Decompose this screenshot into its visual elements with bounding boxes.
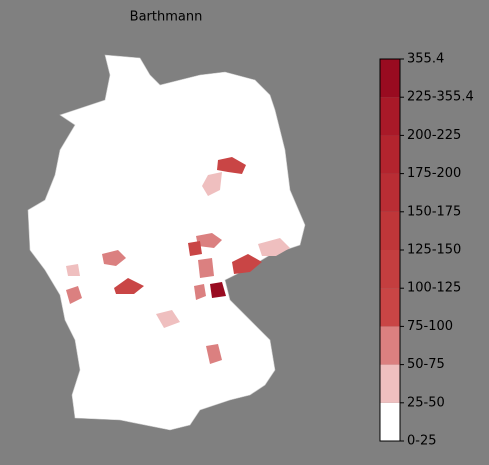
region (196, 233, 222, 248)
country-outline (27, 54, 306, 431)
region (102, 250, 126, 266)
colorbar-segment (380, 97, 400, 136)
region (206, 344, 222, 364)
colorbar-label: 200-225 (407, 128, 461, 143)
colorbar-segment (380, 402, 400, 441)
region (202, 172, 222, 196)
colorbar-label: 175-200 (407, 166, 461, 181)
colorbar-label: 75-100 (407, 319, 453, 334)
colorbar-segment (380, 364, 400, 403)
region (114, 278, 144, 294)
colorbar-segment (380, 250, 400, 289)
colorbar-segment (380, 173, 400, 212)
colorbar-label: 355.4 (407, 52, 444, 67)
region (194, 284, 206, 300)
region (188, 241, 202, 256)
map-title: Barthmann (130, 10, 203, 25)
colorbar-label: 125-150 (407, 243, 461, 258)
colorbar-segment (380, 326, 400, 365)
colorbar-segment (380, 135, 400, 174)
region (66, 264, 80, 276)
colorbar-segment (380, 59, 400, 98)
colorbar-label: 150-175 (407, 204, 461, 219)
colorbar-label: 50-75 (407, 357, 445, 372)
colorbar-segment (380, 211, 400, 250)
colorbar: 0-25 25-50 50-75 75-100 100-125 125-150 150-17… (379, 52, 474, 449)
region (217, 157, 246, 174)
region (66, 286, 82, 304)
region (156, 310, 180, 328)
region (258, 238, 290, 256)
region (198, 258, 214, 278)
colorbar-segment (380, 288, 400, 327)
region (210, 282, 226, 298)
colorbar-label: 100-125 (407, 281, 461, 296)
germany-map (27, 54, 306, 431)
region (232, 254, 262, 274)
colorbar-label: 225-355.4 (407, 90, 474, 105)
colorbar-label: 0-25 (407, 434, 437, 449)
colorbar-label: 25-50 (407, 395, 445, 410)
